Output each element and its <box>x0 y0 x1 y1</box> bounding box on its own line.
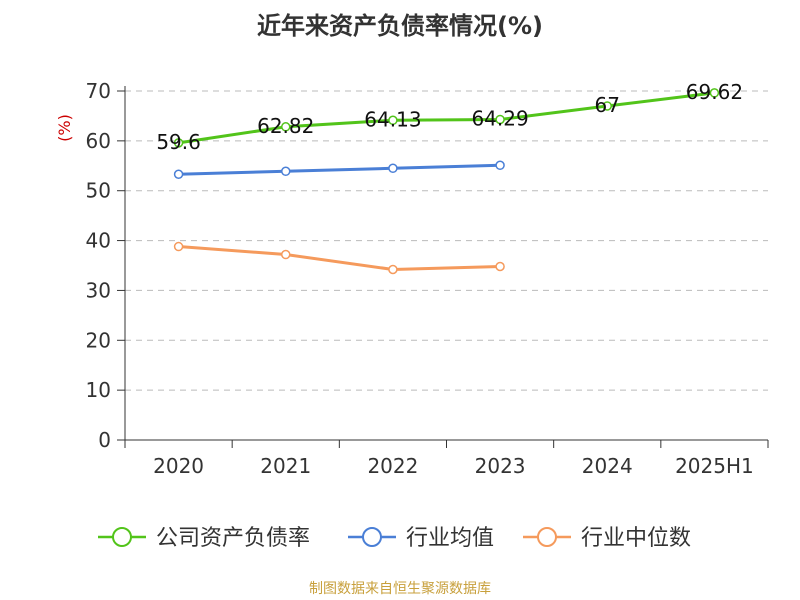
legend-label: 行业均值 <box>406 526 494 551</box>
data-point <box>388 264 398 275</box>
y-tick-label: 0 <box>98 428 111 452</box>
legend-marker <box>537 527 557 547</box>
data-label: 59.6 <box>156 130 201 154</box>
data-point <box>709 88 720 98</box>
data-point <box>388 115 398 126</box>
data-point <box>602 101 612 111</box>
y-tick-label: 50 <box>86 179 111 203</box>
data-point <box>495 160 505 171</box>
legend-label: 公司资产负债率 <box>156 526 310 551</box>
data-label: 62.82 <box>257 114 314 138</box>
series-line <box>178 245 501 271</box>
x-tick-label: 2024 <box>582 454 633 478</box>
x-tick-label: 2023 <box>475 454 526 478</box>
data-label: 69.62 <box>686 80 743 104</box>
data-labels: 59.6 62.82 64.13 64.29 67 69.62 <box>156 80 743 154</box>
series-lines <box>173 88 720 275</box>
x-tick-label: 2022 <box>367 454 418 478</box>
y-tick-label: 40 <box>86 229 111 253</box>
data-label: 67 <box>595 93 620 117</box>
data-point <box>495 261 505 272</box>
series-line <box>178 163 501 176</box>
y-tick-label: 70 <box>86 79 111 103</box>
y-tick-label: 30 <box>86 278 111 302</box>
data-point <box>281 122 291 132</box>
legend: 公司资产负债率 行业均值 行业中位数 <box>98 526 691 551</box>
x-tick-label: 2021 <box>260 454 311 478</box>
grid-lines <box>125 90 768 391</box>
y-tick-label: 10 <box>86 378 111 402</box>
source-note: 制图数据来自恒生聚源数据库 <box>309 581 491 597</box>
chart-title: 近年来资产负债率情况(%) <box>257 12 543 40</box>
legend-marker <box>112 527 132 547</box>
data-point <box>495 114 505 125</box>
data-label: 64.13 <box>364 107 421 131</box>
legend-marker <box>362 527 382 547</box>
data-point <box>173 138 184 148</box>
y-axis-label: (%) <box>55 114 74 142</box>
data-point <box>173 241 184 252</box>
x-tick-label: 2025H1 <box>675 454 754 478</box>
series-line <box>178 91 715 145</box>
data-point <box>388 163 398 174</box>
y-tick-label: 20 <box>86 328 111 352</box>
data-label: 64.29 <box>471 106 528 130</box>
data-point <box>281 166 291 177</box>
axes: 0 10 20 30 40 50 60 70 2020 2021 2022 2023 2024 2025H… <box>55 79 769 478</box>
legend-label: 行业中位数 <box>581 526 691 551</box>
data-point <box>173 169 184 180</box>
x-tick-label: 2020 <box>153 454 204 478</box>
y-tick-label: 60 <box>86 129 111 153</box>
data-point <box>281 249 291 260</box>
